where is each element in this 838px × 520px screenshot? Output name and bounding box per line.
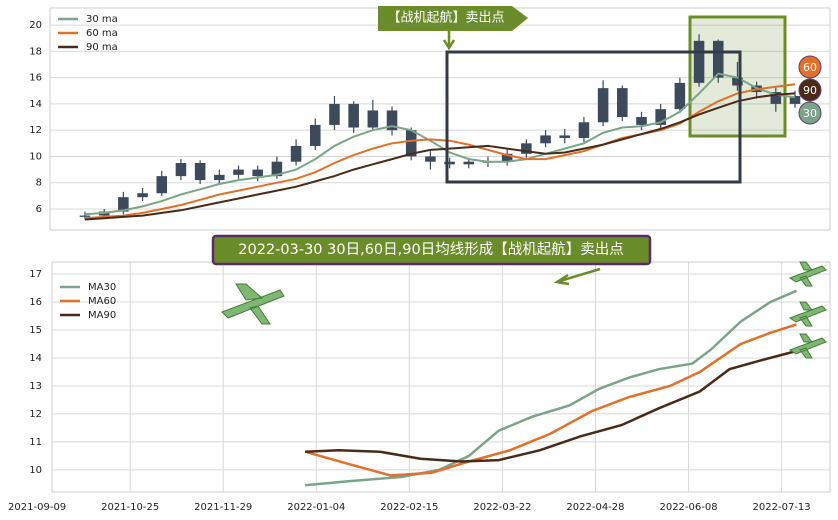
candle-body — [252, 169, 263, 177]
candle-body — [118, 197, 129, 212]
x-tick-label: 2021-11-29 — [194, 502, 252, 513]
candle-body — [597, 88, 609, 123]
candle-body — [578, 122, 590, 139]
candle-body — [636, 117, 647, 125]
candle-body — [501, 153, 513, 162]
bottom-arrow — [553, 267, 601, 286]
candle-body — [559, 135, 571, 139]
candle-body — [463, 161, 475, 165]
top-grid: 6 8 10 12 14 16 18 20 — [29, 20, 830, 215]
plane-icons — [221, 261, 827, 359]
candle-body — [693, 40, 705, 83]
end-badge-label: 30 — [803, 107, 817, 120]
y-tick-label: 16 — [29, 73, 42, 84]
top-marks: 60 90 30 — [79, 34, 822, 221]
candle-body — [521, 143, 532, 154]
y-tick-label: 16 — [29, 297, 42, 308]
legend-label[interactable]: 90 ma — [86, 42, 118, 53]
candle-body — [309, 124, 321, 146]
candle-body — [617, 88, 628, 118]
legend-label[interactable]: MA90 — [88, 310, 116, 321]
candle-body — [732, 77, 743, 86]
bottom-marks — [304, 289, 797, 487]
candle-body — [329, 103, 340, 125]
y-tick-label: 18 — [29, 46, 42, 57]
y-tick-label: 15 — [29, 325, 42, 336]
annotation-arrow — [442, 31, 456, 51]
y-tick-label: 8 — [36, 178, 42, 189]
ma-line — [304, 323, 797, 477]
end-badge-label: 90 — [803, 84, 817, 97]
candle-body — [674, 82, 686, 110]
candle-body — [175, 163, 187, 177]
candle-body — [233, 169, 244, 175]
y-tick-label: 20 — [29, 20, 42, 31]
candle-body — [271, 161, 283, 177]
candle-body — [405, 130, 417, 157]
annotation-banner — [378, 6, 528, 31]
legend-label[interactable]: 60 ma — [86, 28, 118, 39]
candle-body — [770, 92, 782, 104]
y-tick-label: 14 — [29, 353, 42, 364]
legends: 30 ma 60 ma 90 ma MA30 MA60 MA90 — [58, 14, 118, 321]
candle-body — [194, 163, 206, 181]
candle-body — [712, 40, 724, 78]
y-tick-label: 10 — [29, 151, 42, 162]
legend-label[interactable]: MA30 — [88, 282, 116, 293]
ma-line — [84, 83, 796, 220]
range-box — [445, 50, 742, 184]
end-badge-label: 60 — [803, 61, 817, 74]
ma-line — [84, 72, 796, 216]
x-tick-label: 2022-01-04 — [287, 502, 345, 513]
candle-body — [789, 96, 801, 104]
x-tick-label: 2022-03-22 — [473, 502, 531, 513]
x-tick-label: 2022-07-13 — [753, 502, 811, 513]
y-tick-label: 12 — [29, 409, 42, 420]
bottom-banner — [211, 234, 652, 266]
legend-label[interactable]: 30 ma — [86, 14, 118, 25]
candle-body — [137, 193, 148, 198]
y-tick-label: 6 — [36, 204, 42, 215]
y-tick-label: 13 — [29, 381, 42, 392]
annotation-text: 【战机起航】卖出点 — [387, 10, 504, 26]
y-tick-label: 10 — [29, 465, 42, 476]
bottom-grid: 10 11 12 13 14 15 16 17 2021-09-09 2021-10-25 2021… — [8, 262, 830, 513]
end-badge — [798, 55, 822, 79]
candle-body — [367, 110, 379, 128]
candle-body — [540, 135, 551, 144]
candle-body — [425, 156, 436, 162]
y-tick-label: 17 — [29, 269, 42, 280]
end-badge — [798, 101, 822, 125]
end-badge — [798, 78, 822, 102]
candle-body — [444, 161, 455, 165]
x-tick-label: 2022-04-28 — [566, 502, 624, 513]
x-tick-label: 2021-10-25 — [101, 502, 159, 513]
candle-body — [348, 103, 359, 128]
candle-body — [386, 110, 398, 131]
candle-body — [214, 174, 225, 181]
y-tick-label: 11 — [29, 437, 42, 448]
ma-line — [84, 92, 796, 221]
ma-line — [305, 349, 797, 463]
bottom-banner-text: 2022-03-30 30日,60日,90日均线形成【战机起航】卖出点 — [238, 241, 623, 258]
x-tick-label: 2022-02-15 — [380, 502, 438, 513]
x-tick-label: 2021-09-09 — [8, 502, 66, 513]
candle-body — [156, 176, 168, 194]
candle-body — [290, 145, 302, 162]
candle-body — [79, 215, 91, 217]
y-tick-label: 12 — [29, 125, 42, 136]
y-tick-label: 14 — [29, 99, 42, 110]
candle-body — [655, 109, 666, 125]
x-tick-label: 2022-06-08 — [659, 502, 717, 513]
legend-label[interactable]: MA60 — [88, 296, 116, 307]
bottom-plot-area — [51, 261, 831, 493]
